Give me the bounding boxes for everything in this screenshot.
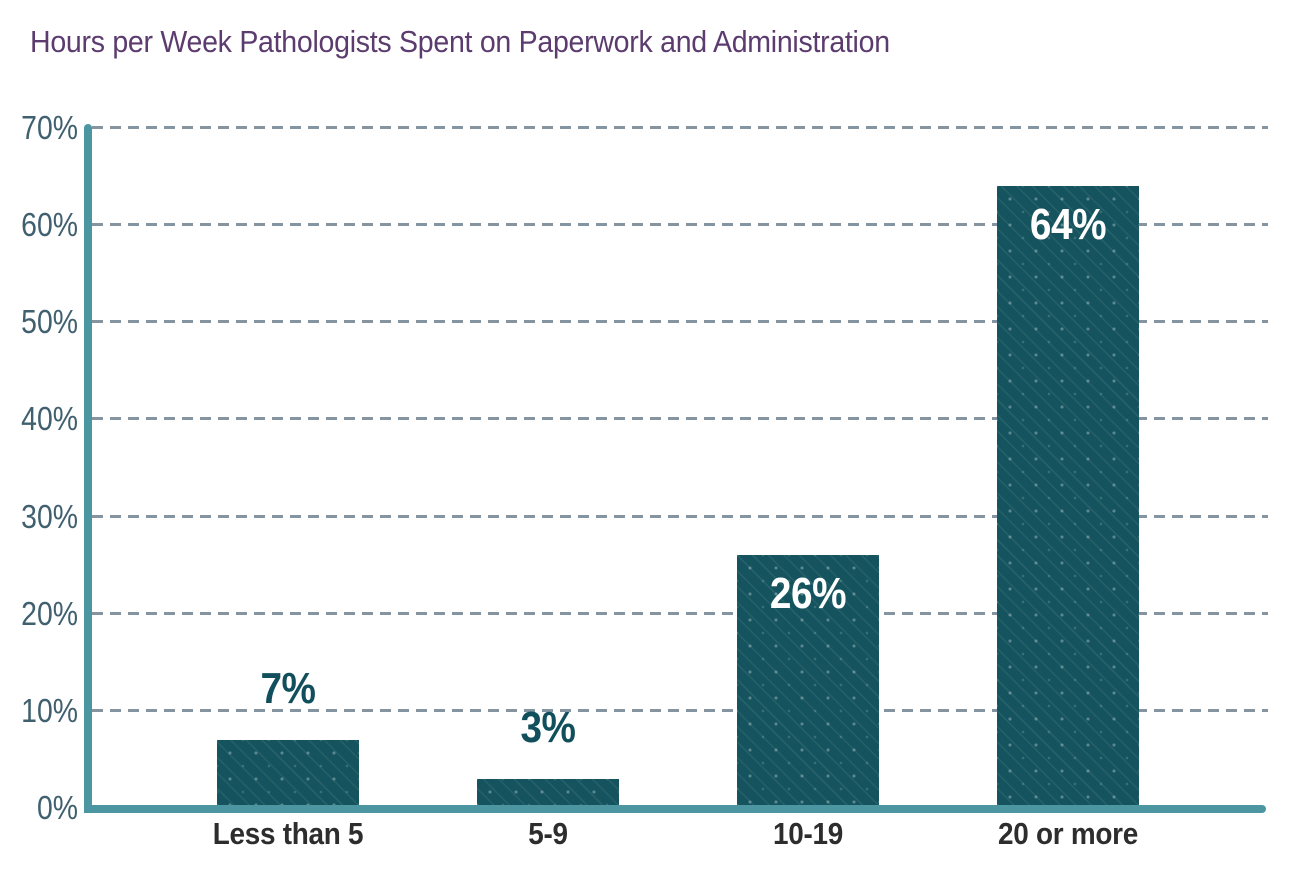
x-category-label: 20 or more xyxy=(997,816,1138,851)
gridline xyxy=(92,611,1268,615)
gridline xyxy=(92,514,1268,518)
gridline xyxy=(92,708,1268,712)
y-tick-label: 0% xyxy=(36,789,78,826)
bar-value-label: 26% xyxy=(769,569,846,619)
chart-title: Hours per Week Pathologists Spent on Pap… xyxy=(30,24,890,59)
x-axis-line xyxy=(84,805,1266,813)
y-tick-label: 70% xyxy=(21,109,78,146)
gridline xyxy=(92,320,1268,324)
bar-value-label: 7% xyxy=(259,664,316,713)
x-category-label: Less than 5 xyxy=(212,816,363,851)
bar xyxy=(736,555,879,805)
y-tick-label: 10% xyxy=(21,691,78,729)
y-tick-label: 50% xyxy=(21,303,78,341)
bar xyxy=(996,186,1139,805)
gridline xyxy=(92,126,1268,129)
y-tick-label: 30% xyxy=(21,497,78,535)
y-axis-line xyxy=(84,124,92,813)
bar-value-label: 64% xyxy=(1029,200,1106,250)
y-tick-label: 60% xyxy=(21,206,78,244)
bar-value-label: 3% xyxy=(519,702,576,752)
gridline xyxy=(92,417,1268,421)
bar xyxy=(476,778,619,805)
y-tick-label: 20% xyxy=(21,594,78,632)
y-tick-label: 40% xyxy=(21,400,78,438)
x-category-label: 5-9 xyxy=(527,816,568,851)
gridline xyxy=(92,223,1268,227)
bar xyxy=(216,740,359,805)
x-category-label: 10-19 xyxy=(772,816,843,851)
